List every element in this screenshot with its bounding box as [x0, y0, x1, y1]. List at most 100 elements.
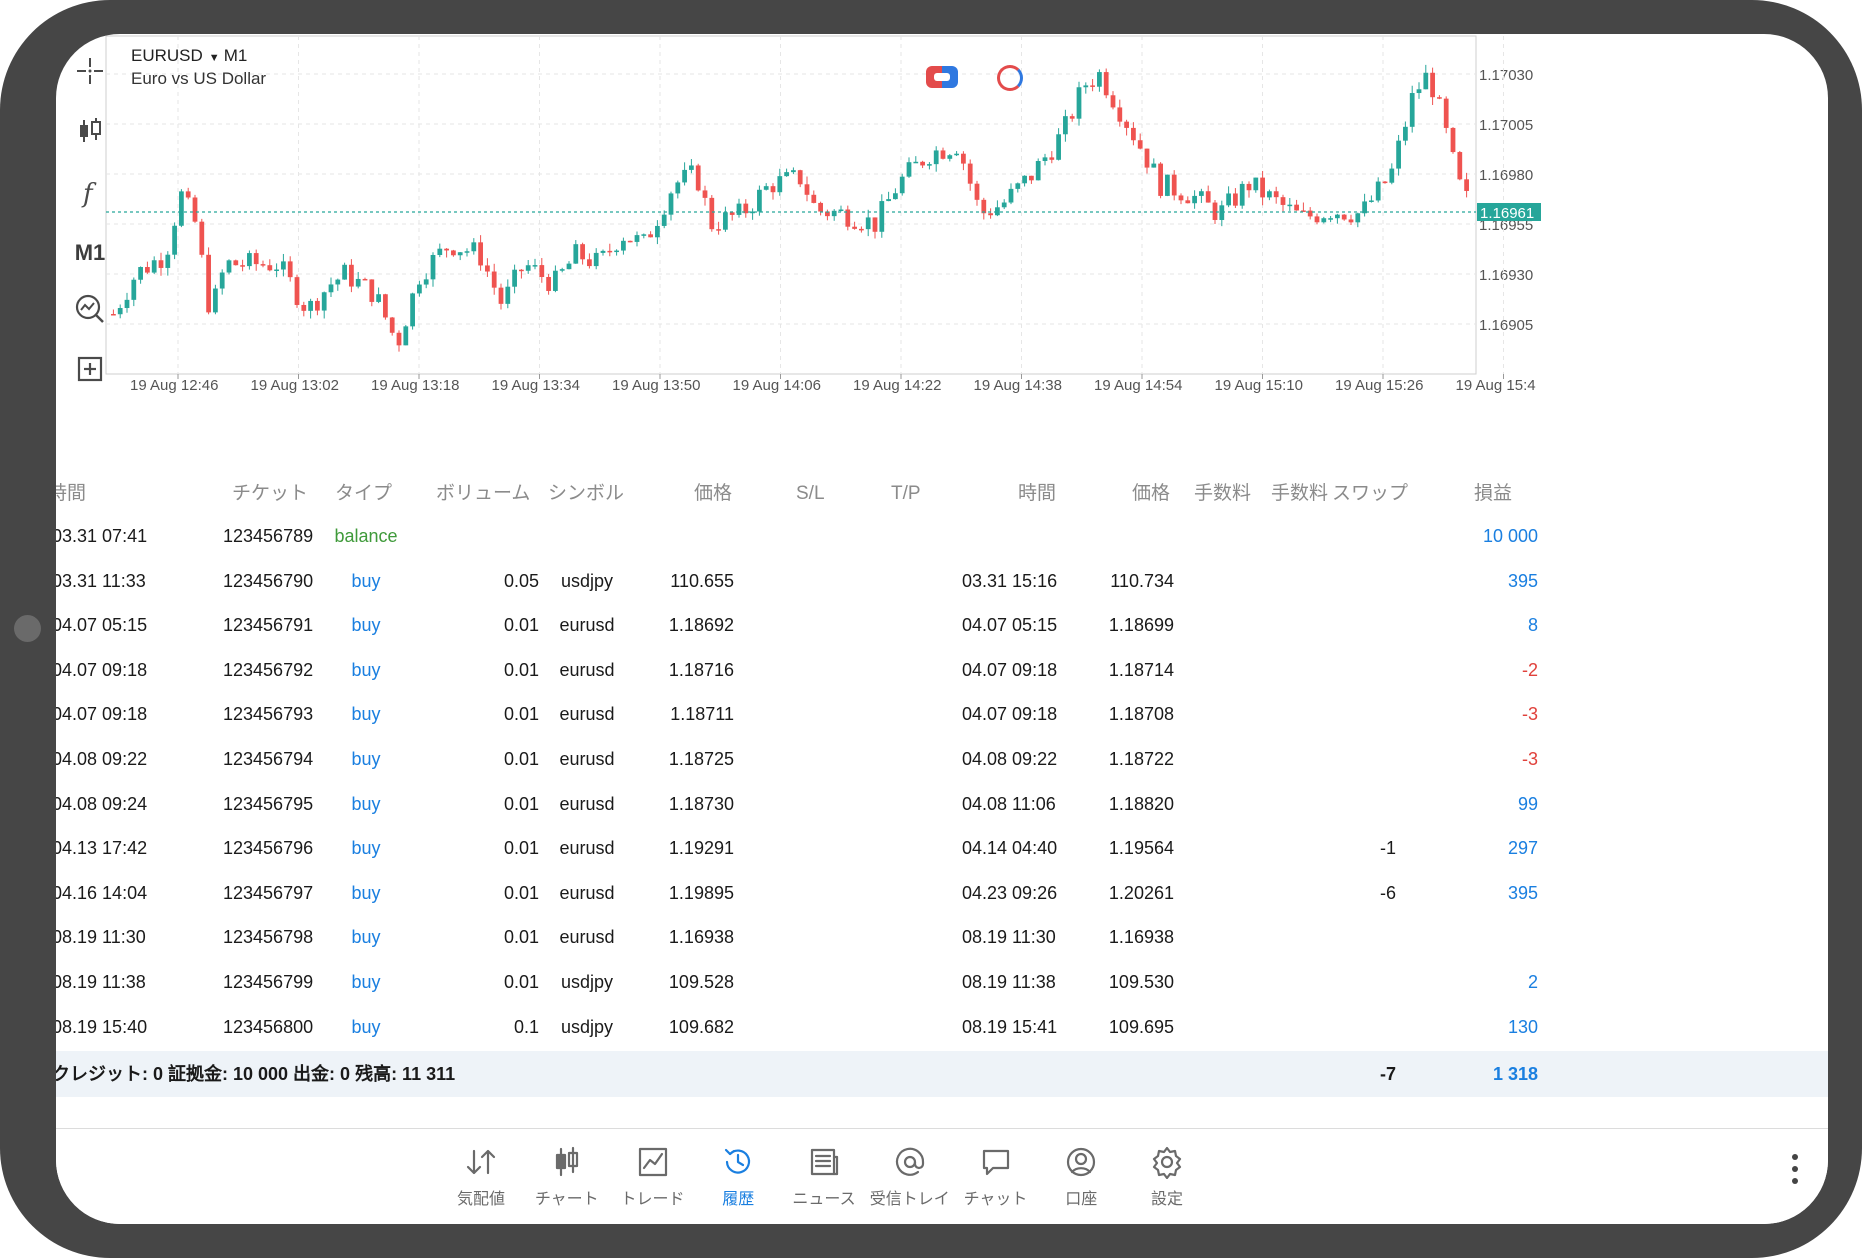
candlestick-type-icon[interactable]: [62, 106, 118, 156]
chart-analysis-icon[interactable]: [62, 284, 118, 334]
candle-body: [294, 277, 300, 305]
candle-body: [498, 287, 504, 304]
cell-volume: 0.01: [503, 615, 539, 636]
cell-time-open: 03.31 11:33: [56, 570, 146, 591]
header-time-open[interactable]: 時間: [56, 483, 87, 504]
nav-item-mailbox[interactable]: 受信トレイ: [860, 1139, 960, 1219]
candle-body: [627, 240, 633, 243]
nav-item-history[interactable]: 履歴: [688, 1139, 788, 1219]
table-row[interactable]: 04.07 05:15 123456791 buy 0.01 eurusd 1.18692…: [56, 603, 1828, 648]
table-row[interactable]: 03.31 07:41 123456789 balance 10 000: [56, 514, 1828, 559]
cell-price-open: 1.19291: [668, 838, 734, 859]
chart-area[interactable]: 1.17030 1.17005 1.16980 1.16955 1.16930 1.169…: [56, 34, 1828, 474]
cell-time-close: 04.07 09:18: [962, 659, 1058, 680]
cell-profit: 99: [1517, 793, 1538, 814]
add-window-icon[interactable]: [62, 344, 118, 394]
chart-timeframe[interactable]: M1: [223, 46, 248, 65]
time-label: 19 Aug 15:4: [1456, 377, 1536, 394]
candle-body: [145, 267, 150, 273]
plot-area[interactable]: [105, 35, 1477, 375]
header-ticket[interactable]: チケット: [232, 483, 309, 504]
candle-body: [566, 263, 572, 270]
nav-item-quotes[interactable]: 気配値: [431, 1139, 531, 1219]
candle-body: [967, 163, 973, 184]
history-icon: [721, 1145, 755, 1179]
indicators-function-icon[interactable]: f: [62, 168, 118, 218]
candle-body: [1233, 193, 1238, 206]
candle-body: [641, 234, 647, 236]
candle-body: [1273, 191, 1279, 198]
home-button[interactable]: [14, 615, 41, 642]
timeframe-button[interactable]: M1: [74, 240, 106, 265]
candle-body: [260, 264, 266, 266]
header-price-close[interactable]: 価格: [1132, 483, 1171, 504]
more-vertical-icon[interactable]: [1790, 1151, 1800, 1187]
header-commission[interactable]: 手数料: [1194, 483, 1252, 504]
table-row[interactable]: 04.07 09:18 123456793 buy 0.01 eurusd 1.18711…: [56, 692, 1828, 737]
time-label: 19 Aug 13:02: [251, 377, 339, 394]
nav-item-trade[interactable]: トレード: [603, 1139, 703, 1219]
candle-body: [845, 209, 851, 227]
table-row[interactable]: 03.31 11:33 123456790 buy 0.05 usdjpy 110.655…: [56, 559, 1828, 604]
header-swap[interactable]: スワップ: [1332, 483, 1409, 504]
candle-body: [852, 226, 857, 229]
price-chart[interactable]: 1.17030 1.17005 1.16980 1.16955 1.16930 1.169…: [56, 34, 1828, 474]
header-time-close[interactable]: 時間: [1018, 483, 1057, 504]
header-sl[interactable]: S/L: [796, 483, 825, 504]
table-row[interactable]: 08.19 15:40 123456800 buy 0.1 usdjpy 109.682 0…: [56, 1005, 1828, 1050]
candle-body: [893, 193, 898, 200]
candle-body: [1423, 72, 1429, 90]
candle-body: [614, 250, 619, 253]
table-row[interactable]: 04.07 09:18 123456792 buy 0.01 eurusd 1.18716…: [56, 648, 1828, 693]
table-row[interactable]: 08.19 11:30 123456798 buy 0.01 eurusd 1.16938…: [56, 915, 1828, 960]
header-tp[interactable]: T/P: [891, 483, 921, 504]
candle-body: [383, 294, 388, 318]
table-row[interactable]: 04.16 14:04 123456797 buy 0.01 eurusd 1.19895…: [56, 871, 1828, 916]
table-row[interactable]: 08.19 11:38 123456799 buy 0.01 usdjpy 109.528…: [56, 960, 1828, 1005]
cell-ticket: 123456791: [223, 615, 314, 636]
candle-body: [1131, 127, 1136, 141]
header-volume[interactable]: ボリューム: [436, 483, 531, 504]
chart-toolbar: f M1: [56, 34, 122, 464]
header-fee[interactable]: 手数料: [1271, 483, 1329, 504]
cell-type: buy: [351, 882, 381, 903]
candle-body: [995, 207, 1000, 216]
cell-ticket: 123456792: [223, 659, 314, 680]
candle-body: [1409, 93, 1415, 127]
table-row[interactable]: 04.13 17:42 123456796 buy 0.01 eurusd 1.19291…: [56, 826, 1828, 871]
nav-item-news[interactable]: ニュース: [774, 1139, 874, 1219]
crosshair-icon[interactable]: [62, 46, 118, 96]
chart-symbol[interactable]: EURUSD: [131, 46, 203, 65]
caret-down-icon[interactable]: ▼: [208, 52, 220, 64]
table-row[interactable]: 04.08 09:24 123456795 buy 0.01 eurusd 1.18730…: [56, 782, 1828, 827]
candle-body: [1382, 181, 1388, 184]
candle-body: [743, 203, 749, 214]
candle-body: [369, 279, 375, 302]
cell-time-close: 04.07 05:15: [962, 615, 1058, 636]
indicator-icon[interactable]: [997, 65, 1023, 91]
nav-item-account[interactable]: 口座: [1031, 1139, 1131, 1219]
one-click-trading-icon[interactable]: [926, 66, 958, 88]
cell-price-close: 1.20261: [1108, 882, 1174, 903]
nav-item-settings[interactable]: 設定: [1117, 1139, 1217, 1219]
nav-label: トレード: [620, 1191, 685, 1208]
table-row[interactable]: 04.08 09:22 123456794 buy 0.01 eurusd 1.18725…: [56, 737, 1828, 782]
candle-body: [1117, 107, 1123, 122]
cell-type: buy: [351, 570, 381, 591]
candle-body: [267, 265, 273, 271]
header-profit[interactable]: 損益: [1474, 483, 1513, 504]
candle-body: [376, 294, 381, 302]
header-symbol[interactable]: シンボル: [548, 483, 625, 504]
chart-symbol-header[interactable]: EURUSD ▼ M1: [131, 46, 247, 66]
candle-body: [899, 176, 905, 194]
header-type[interactable]: タイプ: [335, 483, 393, 504]
candle-body: [1097, 72, 1102, 87]
header-price-open[interactable]: 価格: [694, 483, 733, 504]
cell-time-close: 08.19 15:41: [962, 1016, 1058, 1037]
cell-volume: 0.01: [503, 704, 539, 725]
nav-item-chat[interactable]: チャット: [946, 1139, 1046, 1219]
candle-body: [695, 165, 701, 191]
nav-item-chart[interactable]: チャート: [517, 1139, 617, 1219]
candle-body: [240, 265, 245, 267]
candle-body: [1178, 195, 1184, 201]
